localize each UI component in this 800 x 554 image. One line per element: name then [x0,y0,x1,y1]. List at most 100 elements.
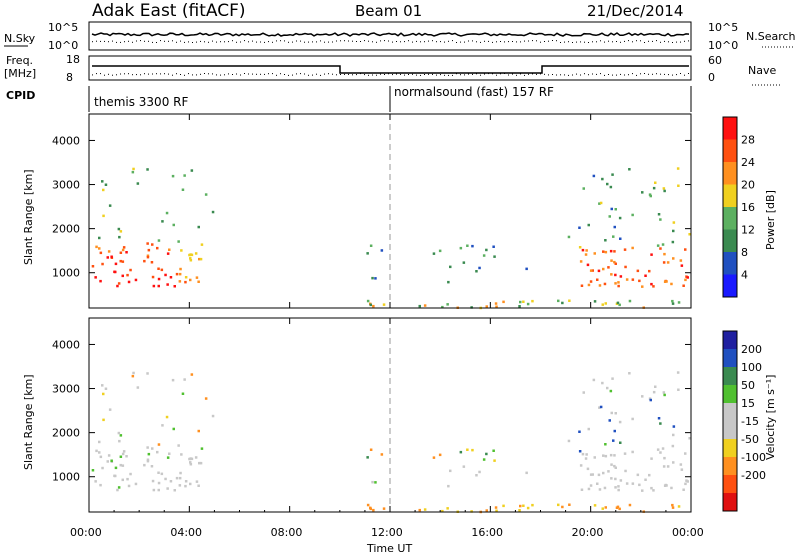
nsearch-dot [432,40,433,42]
nsearch-dot [156,42,157,43]
nave-dot [588,74,589,76]
nsearch-dot [176,41,177,43]
velocity-echo-cell [654,385,657,388]
nave-dot [428,73,429,75]
velocity-echo-cell [199,461,203,465]
nave-dot [408,74,409,75]
velocity-echo-cell [657,417,661,420]
nave-dot [500,73,501,75]
power-echo-cell [598,284,602,287]
nave-dot [328,73,329,75]
nave-dot [400,73,401,75]
nave-dot [392,74,393,76]
nave-dot [276,74,277,76]
nsearch-dot [492,41,493,43]
power-echo-cell [665,280,668,283]
nave-dot [316,73,317,75]
velocity-echo-cell [99,483,102,487]
nave-dot [548,74,549,76]
velocity-echo-cell [146,446,149,449]
velocity-echo-cell [126,477,129,481]
velocity-echo-cell [157,488,160,492]
cpid-mode-2: normalsound (fast) 157 RF [394,85,554,99]
nave-dot [520,73,521,75]
power-echo-cell [557,299,560,303]
cpid-panel: CPID themis 3300 RF normalsound (fast) 1… [6,85,692,112]
velocity-echo-cell [671,506,675,509]
power-echo-cell [631,213,634,217]
nave-dot [572,74,573,76]
power-echo-cell [591,269,594,272]
nsearch-dot [412,41,413,43]
velocity-echo-cell [593,504,597,507]
power-echo-cell [567,235,571,239]
velocity-echo-cell [631,450,634,454]
nave-dot [420,74,421,76]
power-echo-cell [604,239,607,242]
power-echo-cell [121,260,125,263]
power-echo-cell [366,299,370,303]
power-echo-cell [613,260,616,264]
power-echo-cell [366,252,369,255]
nsearch-dot [92,41,93,43]
velocity-echo-cell [614,477,617,481]
nsearch-dot [164,40,165,42]
nave-dot [564,74,565,76]
nsearch-dot [252,40,253,42]
nave-dot [204,73,205,74]
nsearch-dot [388,40,389,42]
power-echo-cell [369,244,373,247]
velocity-echo-cell [636,473,640,477]
nave-dot [300,73,301,75]
nave-dot [460,74,461,76]
nsearch-dot [300,40,301,42]
nave-dot [324,73,325,75]
nsearch-dot [100,40,101,42]
velocity-echo-cell [601,507,604,510]
nsearch-dot [624,40,625,42]
velocity-colorbar-frame [722,330,738,512]
nave-dot [312,74,313,76]
nave-tick-high: 60 [708,54,722,67]
velocity-echo-cell [171,378,175,382]
power-echo-cell [99,279,102,283]
velocity-echo-cell [184,484,187,488]
nave-dot [92,74,93,76]
velocity-echo-cell [459,450,463,454]
power-colorbar-tick: 20 [741,179,755,192]
velocity-echo-cell [604,506,607,509]
nsearch-dot [304,41,305,43]
nave-dot [448,74,449,76]
nsearch-dot [508,41,509,43]
power-echo-cell [492,245,495,248]
power-echo-cell [146,168,149,171]
power-echo-cell [650,282,653,286]
nave-dot [168,73,169,75]
power-echo-cell [657,213,661,216]
velocity-echo-cell [157,471,160,474]
nsearch-dot [120,41,121,43]
power-echo-cell [604,250,608,254]
velocity-echo-cell [95,449,98,453]
nsearch-dot [328,41,329,43]
power-echo-cell [197,225,200,229]
velocity-echo-cell [603,486,607,490]
power-echo-cell [638,279,641,283]
nave-dot [440,74,441,76]
nsearch-dot [540,41,541,43]
nave-dot [508,74,509,76]
velocity-echo-cell [609,389,613,393]
nave-dot [140,74,141,76]
power-echo-cell [614,208,617,211]
velocity-echo-cell [680,468,684,471]
velocity-echo-cell [183,378,186,381]
power-echo-cell [190,253,194,257]
velocity-echo-cell [685,479,688,482]
velocity-echo-cell [482,458,486,461]
nave-dot [516,74,517,76]
y-tick-label: 2000 [52,223,80,236]
x-tick-label: 20:00 [572,526,604,539]
velocity-echo-cell [677,388,680,391]
nsearch-dot [404,41,405,43]
power-echo-cell [143,259,146,263]
